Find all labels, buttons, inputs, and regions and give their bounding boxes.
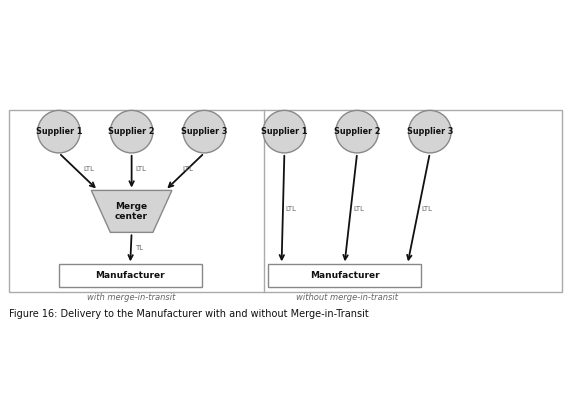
Text: LTL: LTL (286, 206, 297, 212)
Text: Supplier 1: Supplier 1 (261, 127, 308, 136)
Text: Supplier 3: Supplier 3 (181, 127, 228, 136)
Circle shape (110, 110, 153, 153)
Text: Supplier 2: Supplier 2 (108, 127, 155, 136)
Text: Supplier 1: Supplier 1 (35, 127, 82, 136)
Text: LTL: LTL (182, 166, 193, 172)
Text: TL: TL (135, 245, 143, 251)
Text: with merge-in-transit: with merge-in-transit (87, 293, 176, 302)
Text: LTL: LTL (421, 206, 432, 212)
Circle shape (183, 110, 226, 153)
Text: Supplier 3: Supplier 3 (407, 127, 453, 136)
Bar (59, 264, 202, 287)
Circle shape (263, 110, 305, 153)
Text: Manufacturer: Manufacturer (95, 271, 165, 280)
Text: LTL: LTL (135, 166, 146, 172)
Text: without merge-in-transit: without merge-in-transit (296, 293, 398, 302)
Text: Manufacturer: Manufacturer (309, 271, 379, 280)
Circle shape (38, 110, 80, 153)
Bar (9, 110, 562, 292)
Circle shape (336, 110, 379, 153)
Text: LTL: LTL (353, 206, 365, 212)
Bar (268, 264, 421, 287)
Text: Merge
center: Merge center (115, 202, 148, 221)
Polygon shape (91, 190, 172, 232)
Text: Figure 16: Delivery to the Manufacturer with and without Merge-in-Transit: Figure 16: Delivery to the Manufacturer … (9, 309, 368, 319)
Text: Supplier 2: Supplier 2 (334, 127, 380, 136)
Text: LTL: LTL (83, 166, 94, 172)
Circle shape (409, 110, 451, 153)
